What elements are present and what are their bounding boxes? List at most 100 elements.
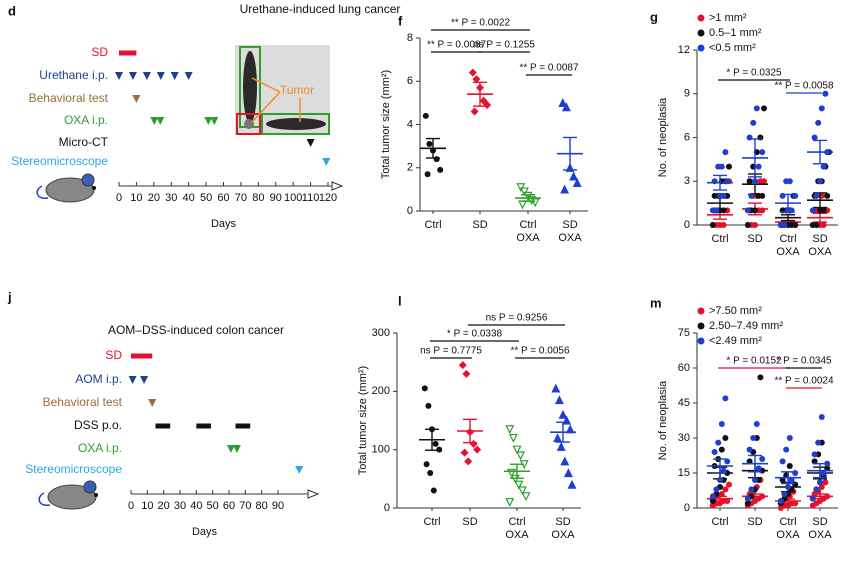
y-tick-label: 0 [384,502,390,514]
ear [81,173,95,187]
data-point [752,477,758,483]
significance-label: * P = 0.0338 [447,329,503,340]
period-bar [155,423,171,429]
x-tick-label: Ctrl OXA [776,233,800,258]
data-point [458,361,467,370]
data-point [753,421,760,427]
data-point [746,178,753,185]
data-point [820,207,827,214]
data-point [462,369,471,378]
data-point [781,491,788,497]
row-label: AOM i.p. [75,372,122,386]
inset-box [236,113,261,135]
data-point [813,192,820,199]
data-point [750,435,757,441]
legend-marker [697,29,705,37]
data-point [746,446,753,453]
y-tick-label: 4 [407,118,413,130]
period-bar [196,423,212,429]
y-tick-label: 2 [407,162,413,174]
data-point [722,486,729,493]
data-point [722,435,729,441]
row-label: Stereomicroscope [11,154,108,168]
x-tick-label: 60 [223,500,235,512]
data-point [436,446,443,453]
data-point [779,477,786,483]
event-marker [184,72,193,80]
event-marker [115,72,123,80]
data-point [561,102,571,112]
y-tick-label: 100 [372,444,390,456]
significance-label: ** P = 0.0056 [510,346,569,357]
row-label: Micro-CT [59,135,109,149]
x-tick-label: SD [747,516,763,528]
data-point [422,112,429,119]
timeline-title: AOM–DSS-induced colon cancer [108,323,284,337]
panel-letter: l [398,293,402,308]
data-point [718,491,725,497]
row-label: OXA i.p. [64,113,108,127]
event-marker [150,117,159,125]
data-point [786,463,793,469]
x-tick-label: 70 [239,500,251,512]
y-tick-label: 0 [684,502,690,514]
tail [38,492,51,506]
row-label: OXA i.p. [78,441,122,455]
x-tick-label: Ctrl [711,516,729,528]
x-tick-label: 20 [158,500,170,512]
data-point [811,458,818,465]
axis-arrow [307,489,320,499]
legend-marker [697,307,705,315]
data-point [755,465,762,472]
data-point [558,409,568,419]
data-point [505,498,515,508]
y-axis-label: Total tumor size (mm²) [357,366,369,475]
y-axis-label: No. of neoplasia [657,380,669,460]
data-point [713,486,720,493]
data-point [813,222,820,228]
data-point [421,385,428,392]
data-point [468,68,477,77]
y-tick-label: 3 [684,175,690,187]
data-point [817,479,823,486]
y-tick-label: 30 [678,432,690,444]
x-tick-label: 30 [165,192,177,204]
eye [94,493,98,497]
row-label: Behavioral test [43,395,123,409]
data-point [786,435,793,441]
significance-label: * P = 0.0345 [776,356,832,367]
period-bar [131,353,153,359]
event-marker [232,445,241,453]
significance-label: ** P = 0.0024 [774,376,833,387]
row-label: SD [105,348,122,362]
data-point [530,198,540,208]
data-point [473,445,482,454]
significance-label: ** P = 0.0058 [774,81,833,92]
tail [36,185,49,199]
data-point [505,425,515,435]
data-point [761,178,767,185]
legend-label: 0.5–1 mm² [709,27,762,39]
event-marker [140,376,149,384]
x-tick-label: 50 [200,192,212,204]
legend-marker [697,322,705,330]
data-point [722,395,729,402]
legend-marker [697,337,705,345]
data-point [709,222,716,228]
data-point [726,481,732,488]
event-marker [210,117,219,125]
data-point [569,171,579,181]
data-point [781,222,788,228]
x-tick-label: 50 [207,500,219,512]
event-marker [142,72,151,80]
panel-letter: d [8,3,16,18]
legend-label: >1 mm² [709,12,747,24]
data-point [744,207,751,214]
data-point [517,486,527,496]
data-point [551,383,561,393]
significance-label: ns P = 0.1255 [473,40,535,51]
data-point [750,119,757,126]
inset-label: Tumor [280,83,314,97]
data-point [563,468,573,478]
y-tick-label: 0 [684,219,690,231]
